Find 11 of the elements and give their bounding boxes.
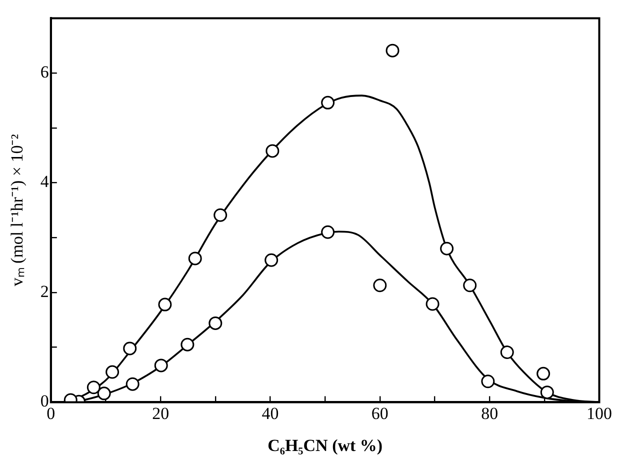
x-tick-label: 40 [262,404,279,423]
x-tick-label: 100 [586,404,612,423]
x-tick-label: 20 [152,404,170,423]
y-tick-label: 2 [40,282,49,301]
y-tick-label: 0 [40,392,49,411]
x-tick-label: 80 [481,404,498,423]
y-tick-label: 4 [40,172,50,192]
x-tick-label: 60 [371,404,388,423]
y-axis-title: vₘ (mol l⁻¹hr⁻¹) × 10⁻² [8,134,27,286]
y-tick-label: 6 [40,62,49,82]
x-axis-title: C₆H₅CN (wt %) [268,436,383,456]
